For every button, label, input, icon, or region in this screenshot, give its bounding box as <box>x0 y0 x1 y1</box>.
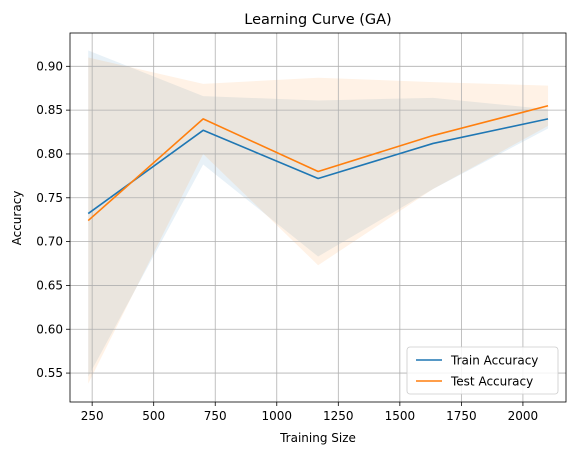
legend-label-1: Train Accuracy <box>450 354 538 368</box>
legend-label-2: Test Accuracy <box>450 375 533 389</box>
y-tick-label-1: 0.60 <box>36 322 63 336</box>
legend: Train Accuracy Test Accuracy <box>407 347 558 394</box>
y-tick-label-2: 0.65 <box>36 278 63 292</box>
y-axis-label: Accuracy <box>10 191 24 246</box>
x-tick-label-2: 750 <box>204 409 227 423</box>
y-axis-ticks: 0.55 0.60 0.65 0.70 0.75 0.80 0.85 0.90 <box>36 59 70 380</box>
x-tick-label-1: 500 <box>142 409 165 423</box>
x-tick-label-4: 1250 <box>323 409 354 423</box>
y-tick-label-7: 0.90 <box>36 59 63 73</box>
confidence-bands <box>88 51 548 384</box>
y-tick-label-0: 0.55 <box>36 366 63 380</box>
y-tick-label-4: 0.75 <box>36 191 63 205</box>
x-tick-label-0: 250 <box>81 409 104 423</box>
chart-title: Learning Curve (GA) <box>244 12 391 28</box>
y-tick-label-6: 0.85 <box>36 103 63 117</box>
x-tick-label-5: 1500 <box>385 409 416 423</box>
y-tick-label-3: 0.70 <box>36 235 63 249</box>
x-tick-label-7: 2000 <box>508 409 539 423</box>
x-axis-ticks: 250 500 750 1000 1250 1500 1750 2000 <box>81 402 538 423</box>
x-tick-label-3: 1000 <box>261 409 292 423</box>
band-series-2 <box>88 58 548 384</box>
x-axis-label: Training Size <box>279 431 356 445</box>
y-tick-label-5: 0.80 <box>36 147 63 161</box>
x-tick-label-6: 1750 <box>446 409 477 423</box>
